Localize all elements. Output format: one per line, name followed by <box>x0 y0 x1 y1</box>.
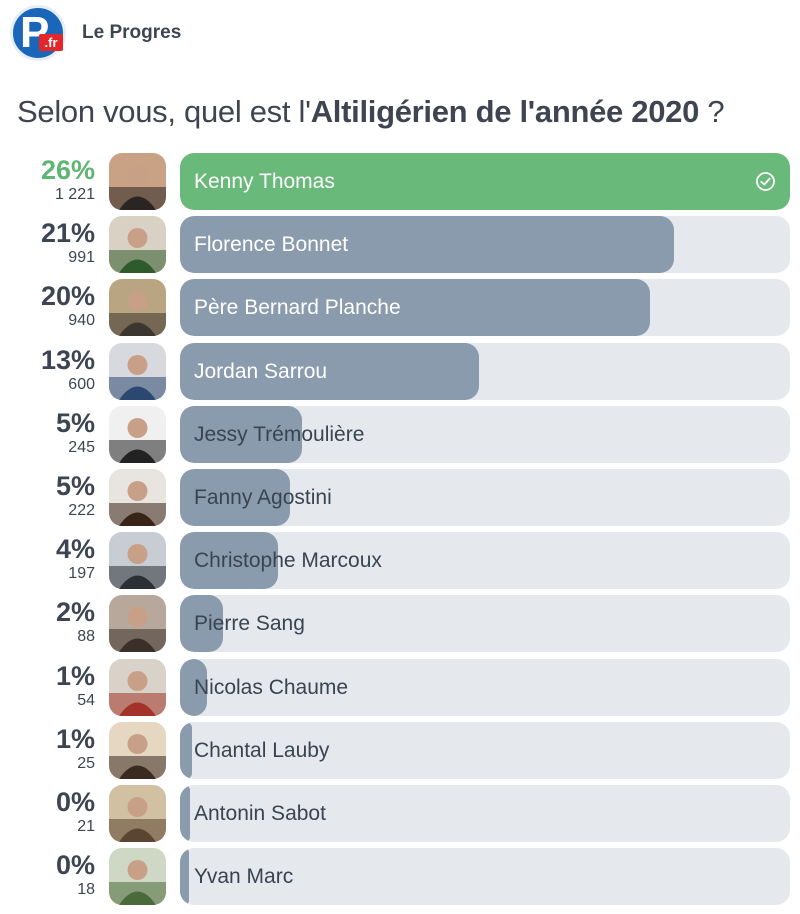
option-percent: 4% <box>55 534 95 565</box>
question-prefix: Selon vous, quel est l' <box>17 94 311 129</box>
option-bar-fill <box>180 848 189 906</box>
logo-suffix: .fr <box>39 34 63 51</box>
option-bar[interactable]: Christophe Marcoux <box>180 532 790 590</box>
option-avatar <box>109 216 166 274</box>
option-percent: 5% <box>55 407 95 438</box>
option-bar[interactable]: Père Bernard Planche <box>180 279 790 337</box>
option-bar[interactable]: Jordan Sarrou <box>180 342 790 400</box>
option-name: Père Bernard Planche <box>194 296 401 320</box>
option-name: Kenny Thomas <box>194 170 335 193</box>
poll-option[interactable]: 20% 940 Père Bernard Planche <box>0 279 800 337</box>
option-bar[interactable]: Kenny Thomas <box>180 153 790 210</box>
option-percent: 1% <box>55 660 95 691</box>
option-percent: 1% <box>55 723 95 754</box>
option-avatar <box>109 469 166 526</box>
option-bar[interactable]: Florence Bonnet <box>180 216 790 274</box>
option-avatar <box>109 405 166 463</box>
poll-option[interactable]: 1% 25 Chantal Lauby <box>0 721 800 780</box>
question-suffix: ? <box>699 94 725 129</box>
option-percent: 5% <box>55 471 95 501</box>
poll-option[interactable]: 21% 991 Florence Bonnet <box>0 216 800 274</box>
option-bar-fill <box>180 405 302 463</box>
poll-option[interactable]: 0% 21 Antonin Sabot <box>0 785 800 843</box>
option-bar[interactable]: Yvan Marc <box>180 848 790 906</box>
option-avatar <box>109 658 166 716</box>
poll-option[interactable]: 13% 600 Jordan Sarrou <box>0 342 800 401</box>
poll-option[interactable]: 2% 88 Pierre Sang <box>0 595 800 653</box>
option-name: Chantal Lauby <box>194 738 330 762</box>
option-bar-fill <box>180 279 650 337</box>
option-name: Yvan Marc <box>194 865 294 889</box>
option-name: Christophe Marcoux <box>194 549 382 573</box>
option-name: Jordan Sarrou <box>194 359 328 383</box>
option-percent: 13% <box>40 344 95 375</box>
option-vote-count: 991 <box>68 249 95 267</box>
option-vote-count: 197 <box>68 565 95 583</box>
option-avatar <box>109 153 166 210</box>
option-vote-count: 18 <box>77 881 95 899</box>
option-bar[interactable]: Nicolas Chaume <box>180 658 790 716</box>
option-bar-fill <box>180 216 674 274</box>
le-progres-logo[interactable]: P .fr <box>10 5 66 61</box>
header: P .fr Le Progres <box>10 5 181 61</box>
option-name: Fanny Agostini <box>194 486 332 509</box>
poll-option[interactable]: 0% 18 Yvan Marc <box>0 848 800 906</box>
question-subject: Altiligérien de l'année 2020 <box>310 94 700 129</box>
brand-name[interactable]: Le Progres <box>82 22 182 43</box>
option-bar-fill <box>180 595 223 653</box>
option-vote-count: 1 221 <box>54 186 95 203</box>
option-bar-fill <box>180 785 190 842</box>
option-vote-count: 88 <box>77 628 95 646</box>
option-vote-count: 21 <box>77 818 95 835</box>
option-percent: 0% <box>55 850 95 881</box>
option-bar[interactable]: Jessy Trémoulière <box>180 405 790 463</box>
option-bar-fill <box>180 342 479 400</box>
option-bar[interactable]: Fanny Agostini <box>180 469 790 526</box>
poll-option[interactable]: 26% 1 221 Kenny Thomas <box>0 153 800 211</box>
option-avatar <box>109 595 166 653</box>
option-bar-fill <box>180 153 790 210</box>
option-percent: 20% <box>40 281 95 312</box>
option-avatar <box>109 848 166 906</box>
option-percent: 0% <box>55 787 95 817</box>
option-name: Jessy Trémoulière <box>194 422 365 446</box>
option-vote-count: 25 <box>77 754 95 772</box>
option-bar[interactable]: Pierre Sang <box>180 595 790 653</box>
option-bar[interactable]: Chantal Lauby <box>180 721 790 779</box>
option-avatar <box>109 785 166 842</box>
option-avatar <box>109 279 166 337</box>
option-name: Antonin Sabot <box>194 802 326 825</box>
poll-option[interactable]: 1% 54 Nicolas Chaume <box>0 658 800 717</box>
option-bar[interactable]: Antonin Sabot <box>180 785 790 842</box>
option-bar-fill <box>180 469 290 526</box>
poll-option[interactable]: 5% 245 Jessy Trémoulière <box>0 405 800 464</box>
option-percent: 26% <box>40 155 95 185</box>
poll-question: Selon vous, quel est l'Altiligérien de l… <box>17 94 725 130</box>
poll-option[interactable]: 5% 222 Fanny Agostini <box>0 469 800 527</box>
check-circle-icon <box>755 171 776 192</box>
option-name: Nicolas Chaume <box>194 675 349 699</box>
option-percent: 2% <box>55 597 95 628</box>
option-avatar <box>109 342 166 400</box>
option-vote-count: 245 <box>68 438 95 456</box>
option-vote-count: 54 <box>77 691 95 709</box>
option-bar-fill <box>180 658 207 716</box>
option-bar-fill <box>180 721 192 779</box>
option-percent: 21% <box>40 218 95 249</box>
option-vote-count: 940 <box>68 312 95 330</box>
option-avatar <box>109 532 166 590</box>
option-name: Pierre Sang <box>194 612 305 636</box>
option-vote-count: 222 <box>68 502 95 519</box>
option-vote-count: 600 <box>68 375 95 393</box>
option-bar-fill <box>180 532 278 590</box>
poll-option[interactable]: 4% 197 Christophe Marcoux <box>0 532 800 590</box>
option-name: Florence Bonnet <box>194 233 349 257</box>
option-avatar <box>109 721 166 779</box>
